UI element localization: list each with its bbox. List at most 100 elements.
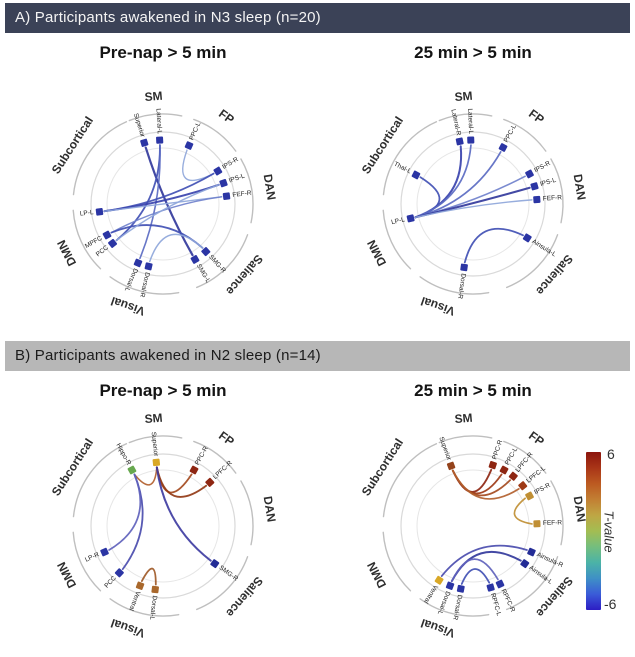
node-label-PPC-L: PPC-L	[188, 121, 202, 142]
node-label-PPC-R: PPC-R	[491, 439, 504, 461]
edge-Ventral--Dorsal-L	[140, 567, 157, 586]
group-arc-SM	[128, 113, 183, 122]
group-arc-Salience	[506, 234, 559, 289]
group-label-DAN: DAN	[571, 495, 589, 523]
colorbar-axis-label: T-value	[601, 510, 617, 553]
group-arc-SM	[128, 435, 183, 444]
node-label-Ventral: Ventral	[422, 584, 439, 605]
group-label-DMN: DMN	[54, 238, 79, 269]
edge-PCC--IPS-L	[115, 184, 220, 242]
node-Superior	[446, 461, 456, 471]
node-LP-L	[406, 214, 415, 223]
group-arc-DAN	[240, 480, 254, 546]
node-PPC-R	[488, 460, 497, 470]
edge-Dorsal-R--Ainsula-L	[463, 227, 524, 264]
node-Ventral	[434, 575, 444, 585]
node-Superior	[140, 138, 149, 147]
edge-Dorsal-L--RPFC-R	[451, 558, 499, 582]
node-LPFC-R	[205, 477, 215, 487]
connectogram-a-prenap: SM FP DAN Salience Visual DMN Subcortical Super…	[8, 36, 318, 338]
node-Lateral-L	[156, 136, 164, 144]
edge-LP-L--FEF-R	[414, 199, 533, 218]
group-label-SM: SM	[144, 89, 163, 105]
node-label-PPC-R: PPC-R	[194, 445, 210, 466]
connectogram-a-25min: SM FP DAN Salience Visual DMN Subcortical Later…	[318, 36, 628, 338]
edge-Dorsal-R--SMG-R	[148, 233, 204, 263]
group-arc-DMN	[72, 209, 102, 270]
panel-a-header: A) Participants awakened in N3 sleep (n=…	[5, 3, 630, 33]
group-label-DMN: DMN	[364, 560, 389, 591]
diagram-title: Pre-nap > 5 min	[99, 381, 226, 400]
ring-outer	[400, 453, 546, 599]
node-label-LPFC-R: LPFC-R	[514, 451, 534, 474]
edge-Superior--LPFC-L	[451, 469, 520, 500]
edge-Hippo-R--LP-R	[108, 473, 142, 551]
node-Lateral-R	[455, 137, 464, 146]
group-label-DAN: DAN	[261, 173, 279, 201]
ring-inner	[416, 469, 530, 583]
node-Dorsal-L	[445, 581, 455, 590]
group-label-DAN: DAN	[261, 495, 279, 523]
group-label-FP: FP	[216, 106, 237, 126]
edge-LP-L--IPS-L	[414, 186, 531, 219]
node-label-Dorsal-L: Dorsal-L	[123, 267, 139, 293]
group-label-DMN: DMN	[54, 560, 79, 591]
node-Ainsula-L	[522, 233, 532, 243]
node-Dorsal-R	[460, 263, 468, 272]
node-IPS-L	[530, 182, 539, 191]
node-LPFC-L	[518, 481, 528, 491]
node-label-PPC-L: PPC-L	[503, 123, 518, 144]
node-label-Dorsal-L: Dorsal-L	[148, 595, 158, 621]
group-label-Visual: Visual	[419, 616, 457, 641]
group-arc-Subcortical	[382, 121, 438, 196]
node-PPC-R	[189, 465, 199, 475]
node-LPFC-R	[508, 471, 518, 481]
node-label-Thal-L: Thal-L	[393, 161, 413, 176]
node-label-LPFC-R: LPFC-R	[212, 459, 234, 480]
node-Lateral-L	[467, 136, 475, 144]
node-SMG-R	[210, 559, 220, 569]
node-PPC-L	[499, 465, 509, 475]
node-label-Lateral-L: Lateral-L	[155, 108, 163, 134]
node-Dorsal-R	[144, 262, 153, 271]
edge-Ventral--Ainsula-R	[440, 544, 528, 577]
group-label-Subcortical: Subcortical	[49, 436, 96, 498]
group-label-Visual: Visual	[419, 294, 457, 319]
node-Ainsula-L	[520, 559, 530, 569]
ring-outer	[400, 131, 546, 277]
panel-b-header: B) Participants awakened in N2 sleep (n=…	[5, 341, 630, 371]
node-label-Superior: Superior	[150, 432, 160, 458]
node-label-LPFC-L: LPFC-L	[525, 465, 547, 485]
node-Hippo-R	[127, 465, 137, 475]
group-arc-Visual	[419, 276, 490, 295]
node-label-Lateral-R: Lateral-R	[449, 109, 461, 137]
group-arc-Salience	[506, 556, 559, 611]
group-arc-FP	[193, 118, 237, 152]
node-label-IPS-R: IPS-R	[221, 156, 240, 171]
ring-inner	[106, 469, 220, 583]
node-IPS-L	[219, 178, 228, 188]
node-label-Ainsula-L: Ainsula-L	[531, 238, 558, 259]
node-label-LP-L: LP-L	[391, 216, 406, 226]
edge-Hippo-R--Superior	[133, 466, 158, 486]
group-label-FP: FP	[526, 428, 547, 448]
group-label-DAN: DAN	[571, 173, 589, 201]
node-IPS-R	[525, 491, 534, 501]
node-Dorsal-L	[151, 585, 159, 594]
group-label-Subcortical: Subcortical	[49, 114, 96, 176]
edge-Superior--SMG-L	[144, 146, 194, 257]
group-label-SM: SM	[454, 89, 473, 105]
node-MPFC	[102, 230, 112, 240]
colorbar-max-label: 6	[607, 446, 615, 462]
edge-Dorsal-R--RPFC-L	[460, 568, 491, 585]
node-Ainsula-R	[527, 547, 536, 557]
t-value-colorbar: 6 -6 T-value	[584, 444, 634, 620]
edge-IPS-R--FEF-R	[513, 497, 533, 525]
ring-inner	[416, 147, 530, 261]
node-label-PCC: PCC	[103, 575, 118, 590]
node-label-FEF-R: FEF-R	[232, 190, 252, 199]
node-label-IPS-L: IPS-L	[539, 177, 557, 188]
diagram-title: 25 min > 5 min	[414, 43, 532, 62]
node-IPS-R	[525, 169, 534, 179]
